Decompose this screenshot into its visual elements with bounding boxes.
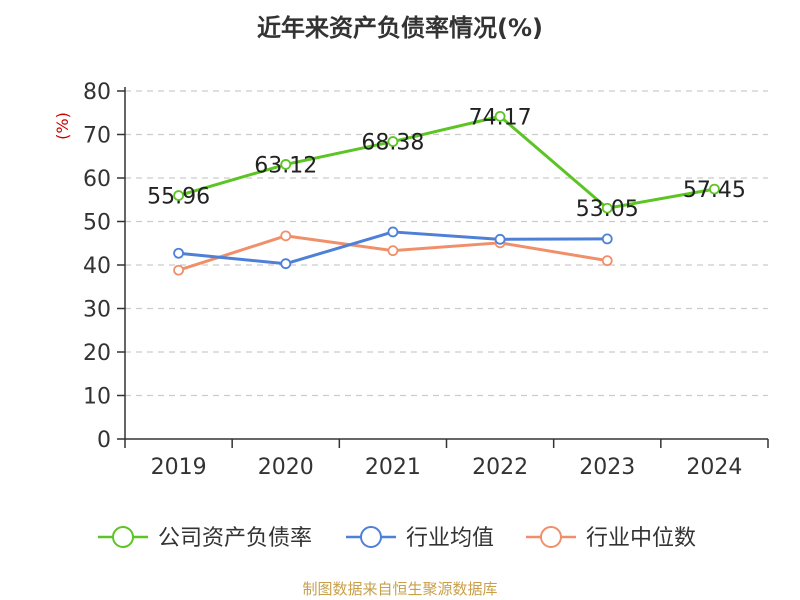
y-tick-label: 0 <box>97 428 111 453</box>
data-label: 57.45 <box>683 178 746 203</box>
data-point <box>280 230 292 242</box>
source-note: 制图数据来自恒生聚源数据库 <box>302 580 498 598</box>
data-labels: 55.96 63.12 68.38 74.17 53.05 57.45 <box>147 105 746 222</box>
y-axis-unit: (%) <box>53 112 72 140</box>
series-lines <box>173 110 720 276</box>
data-point <box>387 226 399 238</box>
data-point <box>709 183 720 195</box>
legend-label: 公司资产负债率 <box>158 526 312 551</box>
data-point <box>601 255 613 267</box>
data-point <box>387 136 399 147</box>
legend-label: 行业均值 <box>406 526 494 551</box>
legend-label: 行业中位数 <box>586 526 696 551</box>
data-label: 63.12 <box>254 153 317 178</box>
data-point <box>387 245 399 257</box>
data-point <box>173 264 184 276</box>
y-tick-label: 40 <box>83 254 111 279</box>
data-point <box>280 159 292 170</box>
y-tick-label: 30 <box>83 298 111 323</box>
legend-marker <box>360 526 382 548</box>
y-tick-label: 10 <box>83 385 111 410</box>
y-tick-label: 70 <box>83 124 111 149</box>
data-point <box>173 247 184 259</box>
data-label: 53.05 <box>576 197 639 222</box>
data-label: 55.96 <box>147 185 210 210</box>
x-tick-label: 2021 <box>365 455 421 480</box>
x-tick-label: 2023 <box>579 455 635 480</box>
y-tick-label: 60 <box>83 167 111 192</box>
y-tick-label: 80 <box>83 80 111 105</box>
data-point <box>280 258 292 270</box>
y-tick-labels: 0 10 20 30 40 50 60 70 80 <box>83 80 111 453</box>
data-point <box>494 110 506 122</box>
series-line <box>178 114 715 210</box>
x-tick-label: 2022 <box>472 455 528 480</box>
data-point <box>173 190 184 201</box>
axes <box>117 87 769 448</box>
data-label: 74.17 <box>469 105 532 130</box>
chart-title: 近年来资产负债率情况(%) <box>257 14 543 42</box>
data-point <box>494 233 506 245</box>
legend: 公司资产负债率 行业均值 行业中位数 <box>98 526 696 551</box>
x-tick-labels: 2019 2020 2021 2022 2023 2024 <box>151 455 743 480</box>
legend-marker <box>540 526 562 548</box>
x-tick-label: 2019 <box>151 455 207 480</box>
y-tick-label: 20 <box>83 341 111 366</box>
data-point <box>601 233 613 245</box>
data-label: 68.38 <box>361 131 424 156</box>
x-tick-label: 2020 <box>258 455 314 480</box>
legend-marker <box>112 526 134 548</box>
x-tick-label: 2024 <box>686 455 742 480</box>
y-tick-label: 50 <box>83 211 111 236</box>
grid-lines <box>125 90 768 397</box>
data-point <box>601 202 613 214</box>
